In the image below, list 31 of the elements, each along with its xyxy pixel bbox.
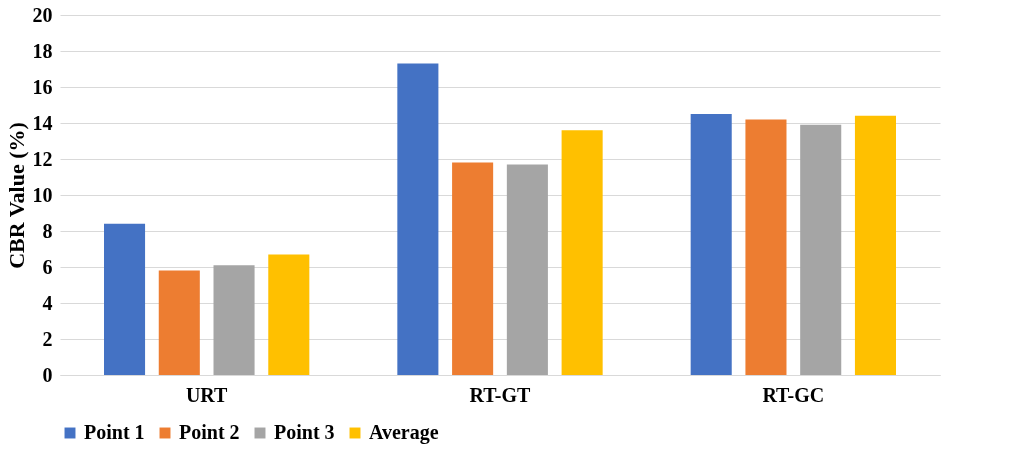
y-tick-label: 10 [32, 183, 53, 206]
y-tick-label: 8 [42, 219, 53, 242]
y-tick-label: 18 [32, 39, 53, 62]
x-tick-label: RT-GT [469, 383, 532, 406]
x-tick-label: URT [185, 383, 229, 406]
legend-label: Point 3 [274, 421, 335, 443]
bar [506, 164, 548, 375]
y-tick-label: 2 [42, 327, 53, 350]
x-tick-label: RT-GC [762, 383, 825, 406]
legend-label: Average [369, 421, 439, 444]
y-tick-label: 0 [42, 363, 53, 386]
y-tick-label: 14 [32, 111, 53, 134]
bar [452, 162, 494, 375]
bar [745, 119, 787, 375]
y-tick-label: 6 [42, 255, 53, 278]
bar [800, 124, 842, 375]
bar [690, 114, 732, 375]
legend-label: Point 2 [179, 421, 240, 443]
bar [561, 130, 603, 375]
bar [397, 63, 439, 375]
bar [104, 223, 146, 375]
legend-label: Point 1 [84, 421, 145, 443]
bar [268, 254, 310, 375]
bar [854, 115, 896, 375]
y-tick-label: 4 [42, 291, 53, 314]
bar [158, 270, 200, 375]
bar [213, 265, 255, 375]
y-tick-label: 20 [32, 3, 53, 26]
y-tick-label: 16 [32, 75, 53, 98]
y-tick-label: 12 [32, 147, 53, 170]
y-axis-title: CBR Value (%) [3, 122, 29, 269]
